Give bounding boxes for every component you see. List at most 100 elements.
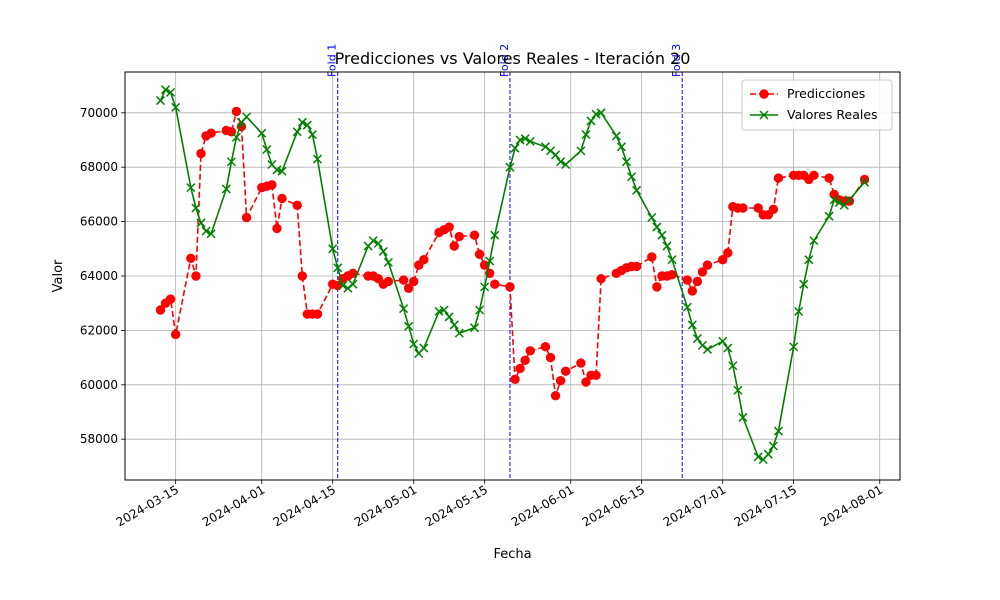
y-tick-label: 68000 [80,160,118,174]
data-point [824,211,834,221]
data-point [560,366,571,376]
data-point [621,157,632,167]
data-point [277,166,287,176]
data-point [403,283,414,293]
data-point [333,263,343,273]
data-point [191,203,201,213]
data-point [804,255,814,265]
data-point [692,334,702,344]
data-point [444,222,454,232]
data-point [844,195,854,205]
data-point [241,212,252,223]
data-point [799,279,809,289]
data-point [272,165,282,175]
data-point [596,108,606,118]
data-point [490,230,500,240]
data-point [338,280,348,291]
data-point [738,412,748,422]
y-tick-label: 64000 [80,269,118,283]
data-point [201,226,211,236]
data-point [611,131,621,141]
data-point [733,385,743,395]
data-point [728,361,738,371]
data-point [520,134,530,144]
data-point [723,343,733,353]
data-point [469,230,480,240]
data-point [809,236,819,246]
data-point [692,276,703,287]
series-1 [155,85,870,465]
data-point [475,305,485,315]
data-point [682,275,692,285]
data-point [312,154,323,164]
y-tick-label: 70000 [80,106,118,120]
data-point [439,305,449,315]
data-point [454,231,465,242]
fold-label: Fold 2 [498,44,511,77]
y-tick-label: 66000 [80,215,118,229]
data-point [768,441,778,451]
data-point [627,172,637,182]
data-point [206,229,216,239]
data-point [469,323,480,333]
data-point [480,282,490,292]
y-tick-label: 60000 [80,378,118,392]
data-point [545,352,556,363]
data-point [631,261,642,272]
data-point [718,254,728,265]
data-point [206,128,216,138]
legend-box [741,79,893,131]
data-point [434,306,444,316]
data-point [556,157,566,167]
data-point [155,305,166,315]
data-point [510,143,520,153]
data-point [292,127,302,137]
data-point [191,271,201,281]
fold-lines: Fold 1 Fold 2 Fold 3 [326,44,683,480]
data-point [667,269,677,280]
data-point [652,282,662,292]
data-point [383,257,393,267]
data-point [399,304,409,314]
data-point [576,358,586,368]
fold-label: Fold 3 [670,44,683,77]
x-axis-label: Fecha [493,547,531,562]
data-point [262,144,272,155]
data-point [667,255,677,265]
data-point [302,120,312,130]
data-point [596,274,606,284]
data-point [444,312,454,322]
data-point [525,136,535,146]
data-point [525,346,535,356]
data-point [834,198,844,208]
data-point [170,329,181,340]
data-point [505,162,515,172]
data-point [550,390,561,401]
data-point [272,223,282,234]
data-point [657,230,667,240]
data-point [794,306,804,316]
series-layer [155,85,870,465]
data-point [860,177,870,187]
data-point [702,344,713,354]
data-point [267,180,277,190]
data-point [409,276,419,287]
data-point [231,132,241,142]
data-point [297,117,307,127]
data-point [404,321,414,331]
data-point [515,363,525,374]
data-point [723,248,733,258]
data-point [454,328,464,338]
data-point [647,212,657,223]
data-point [581,130,591,140]
data-point [505,282,515,292]
data-point [687,286,698,296]
data-point [753,203,763,213]
y-axis-label: Valor [51,259,66,292]
data-point [474,249,485,259]
data-point [348,279,358,289]
data-point [373,238,383,248]
data-point [226,157,236,167]
data-point [687,320,697,330]
